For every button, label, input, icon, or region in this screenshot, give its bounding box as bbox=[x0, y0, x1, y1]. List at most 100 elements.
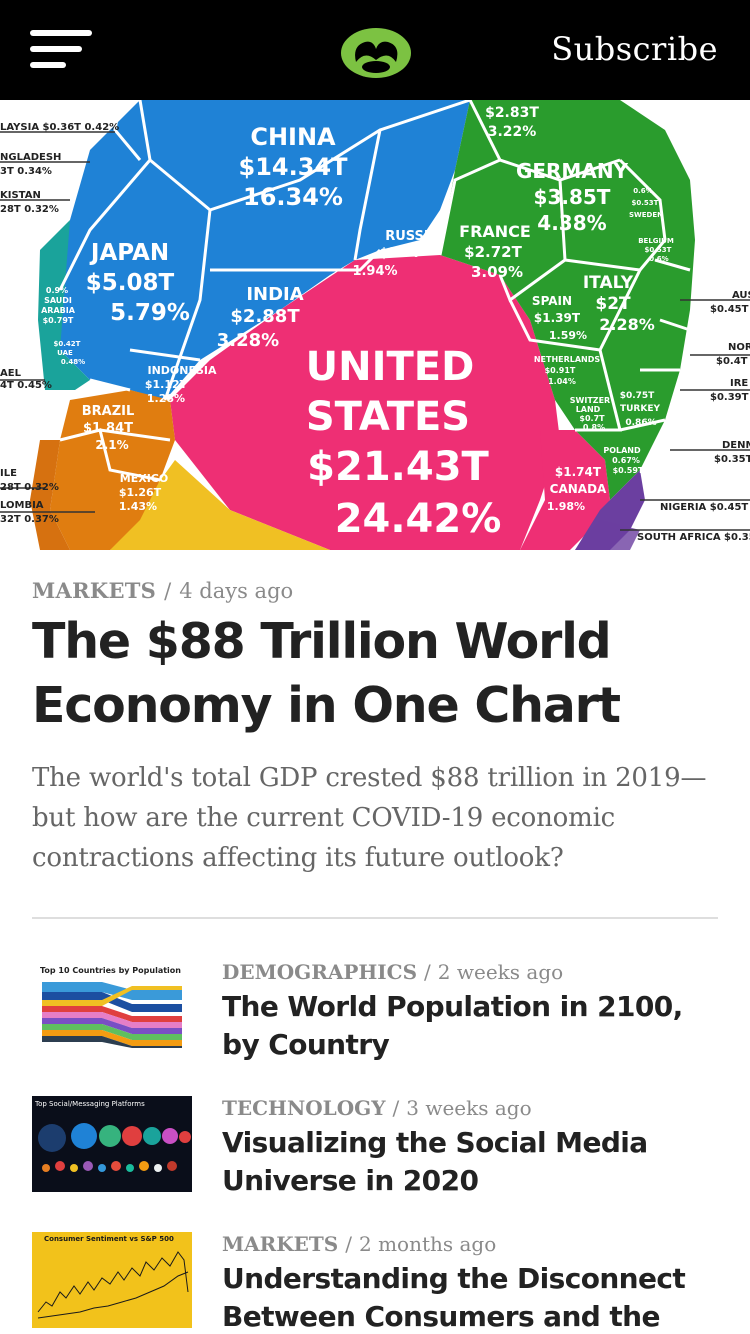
related-article-item[interactable]: Top Social/Messaging Platforms T bbox=[0, 1096, 750, 1226]
related-category-link[interactable]: MARKETS bbox=[222, 1232, 339, 1256]
top-navigation-bar: Subscribe bbox=[0, 0, 750, 100]
hero-label-turkey: TURKEY bbox=[620, 404, 660, 414]
hero-label-saudi-2: ARABIA bbox=[41, 306, 76, 315]
related-thumbnail-social-media[interactable]: Top Social/Messaging Platforms bbox=[32, 1096, 192, 1192]
hero-value-saudi: $0.79T bbox=[43, 316, 74, 325]
related-meta: TECHNOLOGY/3 weeks ago bbox=[222, 1096, 532, 1120]
hero-callout: AUS bbox=[732, 290, 750, 301]
article-title-link[interactable]: The $88 Trillion World Economy in One Ch… bbox=[32, 613, 621, 734]
hero-pct-germany: 4.38% bbox=[537, 211, 606, 235]
hero-value-brazil: $1.84T bbox=[83, 421, 133, 436]
hero-callout: SOUTH AFRICA $0.35T bbox=[637, 532, 750, 543]
hero-callout: NOR bbox=[728, 342, 750, 353]
related-category-link[interactable]: DEMOGRAPHICS bbox=[222, 960, 418, 984]
hero-callout: $0.39T bbox=[710, 392, 749, 403]
thumb-caption: Top 10 Countries by Population bbox=[40, 966, 181, 975]
hero-pct-canada: 1.98% bbox=[547, 500, 585, 513]
hero-value-turkey: $0.75T bbox=[620, 391, 655, 401]
hero-value-china: $14.34T bbox=[239, 153, 349, 181]
hero-label-japan: JAPAN bbox=[89, 240, 169, 266]
hero-value-spain: $1.39T bbox=[534, 311, 581, 325]
hero-label-netherlands: NETHERLANDS bbox=[534, 355, 601, 364]
meta-separator: / bbox=[424, 960, 431, 984]
hamburger-menu-icon[interactable] bbox=[30, 28, 92, 70]
hero-value-italy: $2T bbox=[595, 294, 631, 314]
hero-pct-poland: 0.67% bbox=[612, 456, 640, 465]
hero-callout: 32T 0.37% bbox=[0, 514, 59, 525]
hero-label-germany: GERMANY bbox=[516, 159, 629, 183]
meta-separator: / bbox=[392, 1096, 400, 1120]
hero-callout: ILE bbox=[0, 468, 17, 479]
hero-value-france: $2.72T bbox=[464, 243, 522, 261]
hero-callout: $0.4T bbox=[716, 356, 748, 367]
related-time: 2 weeks ago bbox=[437, 960, 564, 984]
hero-pct-sweden: 0.6% bbox=[633, 187, 652, 195]
hero-pct-spain: 1.59% bbox=[549, 329, 587, 342]
hero-label-china: CHINA bbox=[250, 123, 336, 151]
hero-label-uae: UAE bbox=[57, 349, 73, 357]
hero-pct-us: 24.42% bbox=[335, 496, 502, 542]
hero-callout: NIGERIA $0.45T bbox=[660, 502, 748, 513]
hero-callout: AEL bbox=[0, 368, 22, 379]
hero-label-india: INDIA bbox=[246, 284, 303, 305]
hero-pct-france: 3.09% bbox=[471, 263, 523, 281]
hero-value-belgium: $0.53T bbox=[645, 246, 672, 254]
related-meta: MARKETS/2 months ago bbox=[222, 1232, 496, 1256]
hero-label-italy: ITALY bbox=[583, 273, 634, 293]
related-title-link[interactable]: Visualizing the Social Media Universe in… bbox=[222, 1126, 648, 1197]
hero-label-switzerland-2: LAND bbox=[576, 405, 601, 414]
hero-pct-brazil: 2.1% bbox=[95, 438, 128, 452]
hero-callout: $0.35T bbox=[714, 454, 750, 465]
subscribe-button[interactable]: Subscribe bbox=[551, 30, 718, 68]
hero-value-netherlands: $0.91T bbox=[545, 366, 576, 375]
hero-callout: LOMBIA bbox=[0, 500, 44, 511]
article-meta: MARKETS / 4 days ago bbox=[32, 578, 293, 603]
hero-label-sweden: SWEDEN bbox=[629, 211, 663, 219]
hero-label-belgium: BELGIUM bbox=[638, 237, 674, 245]
hero-callout: NGLADESH bbox=[0, 152, 61, 163]
hero-value-indonesia: $1.12T bbox=[145, 378, 188, 391]
related-title-link[interactable]: The World Population in 2100, by Country bbox=[222, 990, 683, 1061]
related-category-link[interactable]: TECHNOLOGY bbox=[222, 1096, 386, 1120]
hero-label-poland: POLAND bbox=[603, 446, 641, 455]
hero-value-uae: $0.42T bbox=[54, 340, 81, 348]
related-time: 2 months ago bbox=[358, 1232, 497, 1256]
hero-value-mexico: $1.26T bbox=[119, 486, 162, 499]
hero-pct-mexico: 1.43% bbox=[119, 500, 157, 513]
hero-label-indonesia: INDONESIA bbox=[147, 364, 217, 377]
hero-callout: 3T 0.34% bbox=[0, 166, 52, 177]
thumb-caption: Consumer Sentiment vs S&P 500 bbox=[44, 1235, 174, 1243]
hero-callout: 4T 0.45% bbox=[0, 380, 52, 391]
hero-label-brazil: BRAZIL bbox=[82, 404, 135, 419]
related-article-item[interactable]: Top 10 Countries by Population DEMOGRAPH… bbox=[0, 960, 750, 1090]
hero-value-india: $2.88T bbox=[230, 306, 300, 327]
related-thumbnail-consumer-sentiment[interactable]: Consumer Sentiment vs S&P 500 bbox=[32, 1232, 192, 1328]
hero-label-spain: SPAIN bbox=[532, 294, 572, 308]
hero-label-saudi: SAUDI bbox=[44, 296, 72, 305]
hero-callout: $0.45T bbox=[710, 304, 749, 315]
related-time: 3 weeks ago bbox=[406, 1096, 532, 1120]
hero-pct-saudi: 0.9% bbox=[46, 286, 68, 295]
site-logo-icon[interactable] bbox=[338, 20, 414, 80]
hero-pct-uae: 0.48% bbox=[61, 358, 85, 366]
hero-label-russia: RUSSIA bbox=[385, 229, 439, 244]
article-time: 4 days ago bbox=[179, 579, 294, 603]
hero-label-us-2: STATES bbox=[306, 394, 470, 440]
hero-callout: DENM bbox=[722, 440, 750, 451]
article-category-link[interactable]: MARKETS bbox=[32, 578, 157, 603]
related-article-item[interactable]: Consumer Sentiment vs S&P 500 MARKETS/2 … bbox=[0, 1232, 750, 1334]
hero-pct-uk: 3.22% bbox=[488, 124, 537, 140]
hero-label-switzerland: SWITZER bbox=[570, 396, 610, 405]
hero-pct-turkey: 0.86% bbox=[625, 418, 656, 428]
related-thumbnail-population[interactable]: Top 10 Countries by Population bbox=[32, 960, 192, 1056]
hero-pct-indonesia: 1.28% bbox=[147, 392, 185, 405]
hero-pct-netherlands: 1.04% bbox=[548, 377, 576, 386]
hero-value-poland: $0.59T bbox=[613, 466, 644, 475]
related-meta: DEMOGRAPHICS/2 weeks ago bbox=[222, 960, 563, 984]
hero-callout: 28T 0.32% bbox=[0, 204, 59, 215]
hero-value-uk: $2.83T bbox=[485, 105, 539, 121]
hero-value-sweden: $0.53T bbox=[632, 199, 659, 207]
related-title-link[interactable]: Understanding the Disconnect Between Con… bbox=[222, 1262, 686, 1333]
hero-pct-switzerland: 0.8% bbox=[583, 423, 605, 432]
hero-image-world-economy-chart[interactable]: CHINA $14.34T 16.34% UNITED STATES $21.4… bbox=[0, 100, 750, 550]
